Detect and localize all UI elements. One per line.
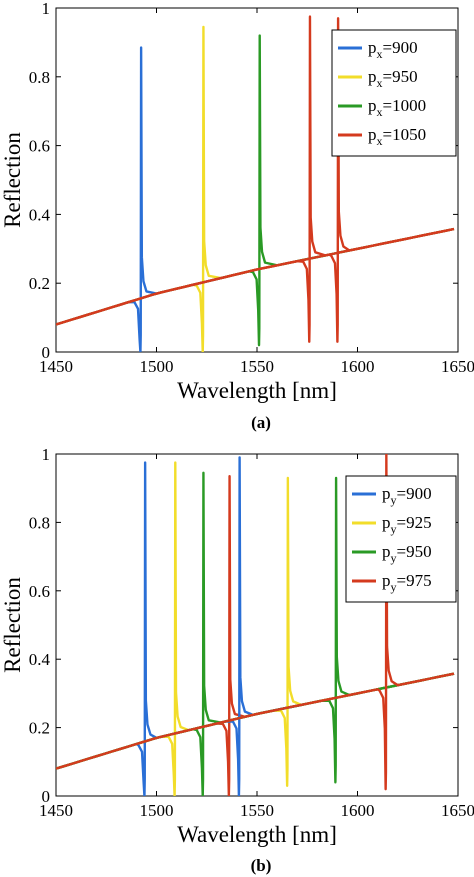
y-tick-label: 0.2	[29, 719, 50, 738]
x-tick-label: 1550	[240, 801, 274, 820]
y-tick-label: 0	[42, 787, 51, 806]
x-axis-label: Wavelength [nm]	[177, 378, 337, 403]
legend-label: px=900	[368, 38, 418, 61]
y-tick-label: 0.6	[29, 582, 50, 601]
y-tick-label: 0.8	[29, 513, 50, 532]
plot-area	[56, 454, 455, 796]
y-tick-label: 0.8	[29, 68, 50, 87]
y-tick-label: 0	[42, 343, 51, 362]
legend-label: py=900	[382, 484, 432, 507]
y-tick-label: 0.2	[29, 274, 50, 293]
legend-label: py=925	[382, 513, 432, 536]
plot-area	[56, 15, 455, 352]
legend-label: px=1050	[368, 125, 426, 148]
legend-label: px=950	[368, 67, 418, 90]
legend-label: py=950	[382, 542, 432, 565]
x-tick-label: 1500	[140, 801, 174, 820]
series-line	[56, 17, 455, 343]
x-tick-label: 1600	[341, 357, 375, 376]
x-tick-label: 1500	[140, 357, 174, 376]
y-tick-label: 0.6	[29, 137, 50, 156]
x-axis-label: Wavelength [nm]	[177, 822, 337, 847]
x-tick-label: 1550	[240, 357, 274, 376]
y-tick-label: 1	[42, 0, 51, 18]
x-tick-label: 1650	[441, 357, 474, 376]
panel-caption: (b)	[251, 856, 272, 875]
legend-label: px=1000	[368, 96, 426, 119]
legend-label: py=975	[382, 571, 432, 594]
series-line	[56, 454, 455, 791]
x-tick-label: 1650	[441, 801, 474, 820]
x-tick-label: 1600	[341, 801, 375, 820]
x-tick-label: 1450	[39, 357, 73, 376]
y-tick-label: 0.4	[29, 650, 51, 669]
y-axis-label: Reflection	[0, 132, 25, 228]
y-tick-label: 1	[42, 445, 51, 464]
y-axis-label: Reflection	[0, 577, 25, 673]
panel-caption: (a)	[251, 413, 271, 432]
panel-b: 1450 1500 1550 1600 1650 0 0.2 0.4 0.6 0.8 1 Wavele…	[0, 445, 474, 875]
x-tick-label: 1450	[39, 801, 73, 820]
panel-a: 1450 1500 1550 1600 1650 0 0.2 0.4 0.6 0.8 1 Wavele…	[0, 0, 474, 432]
y-tick-label: 0.4	[29, 205, 51, 224]
